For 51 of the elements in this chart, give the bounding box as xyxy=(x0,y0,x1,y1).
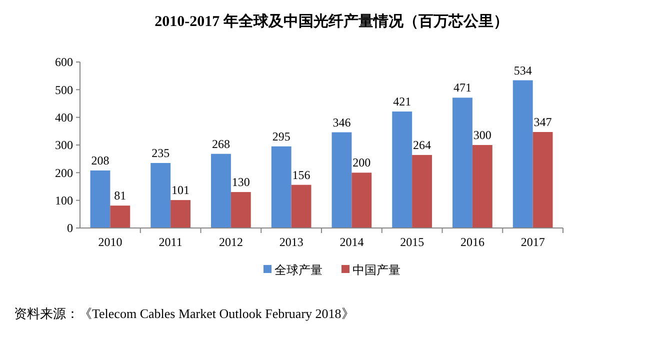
bar xyxy=(352,172,372,228)
data-label: 156 xyxy=(292,168,310,182)
data-label: 200 xyxy=(352,156,371,170)
y-tick-label: 0 xyxy=(67,221,73,236)
bar xyxy=(291,184,312,228)
data-label: 130 xyxy=(232,175,250,190)
y-tick-label: 100 xyxy=(55,194,73,208)
x-tick-label: 2015 xyxy=(400,235,424,249)
y-tick-label: 500 xyxy=(55,82,73,97)
data-label: 471 xyxy=(453,80,472,95)
bar xyxy=(110,206,130,228)
bar xyxy=(332,132,352,228)
bar xyxy=(230,192,251,228)
legend-label: 全球产量 xyxy=(274,263,322,278)
x-tick-label: 2012 xyxy=(218,235,243,249)
bar xyxy=(532,132,553,228)
y-tick-label: 600 xyxy=(55,55,73,70)
data-label: 300 xyxy=(473,128,492,142)
text: 资料来源：《Telecom Cables Market Outlook February 2018》 xyxy=(14,306,354,321)
y-tick-label: 400 xyxy=(55,110,73,125)
x-tick-label: 2016 xyxy=(460,235,484,249)
legend-label: 中国产量 xyxy=(352,263,400,278)
data-label: 264 xyxy=(413,138,432,152)
chart-title: 2010-2017 年全球及中国光纤产量情况（百万芯公里） xyxy=(154,13,508,30)
bar xyxy=(472,145,492,228)
x-tick-label: 2011 xyxy=(158,235,182,249)
bar xyxy=(452,98,472,228)
y-tick-label: 200 xyxy=(55,166,73,180)
bar xyxy=(512,80,533,228)
bar xyxy=(271,146,292,228)
data-label: 295 xyxy=(272,129,290,144)
bar xyxy=(150,162,171,228)
bar xyxy=(90,170,110,228)
bar xyxy=(392,112,412,228)
data-label: 421 xyxy=(393,94,412,109)
data-label: 347 xyxy=(534,114,552,129)
x-tick-label: 2017 xyxy=(520,235,545,249)
data-label: 235 xyxy=(152,146,170,160)
data-label: 81 xyxy=(114,188,126,203)
bar xyxy=(170,200,190,228)
data-label: 208 xyxy=(91,153,110,168)
x-tick-label: 2010 xyxy=(98,235,122,249)
y-tick-label: 300 xyxy=(55,138,73,152)
data-label: 268 xyxy=(212,136,230,151)
x-tick-label: 2013 xyxy=(279,235,304,249)
data-label: 101 xyxy=(172,183,190,198)
data-label: 534 xyxy=(514,63,532,78)
bar xyxy=(412,154,432,228)
x-tick-label: 2014 xyxy=(340,235,364,249)
bar xyxy=(211,154,231,228)
data-label: 346 xyxy=(332,115,351,130)
